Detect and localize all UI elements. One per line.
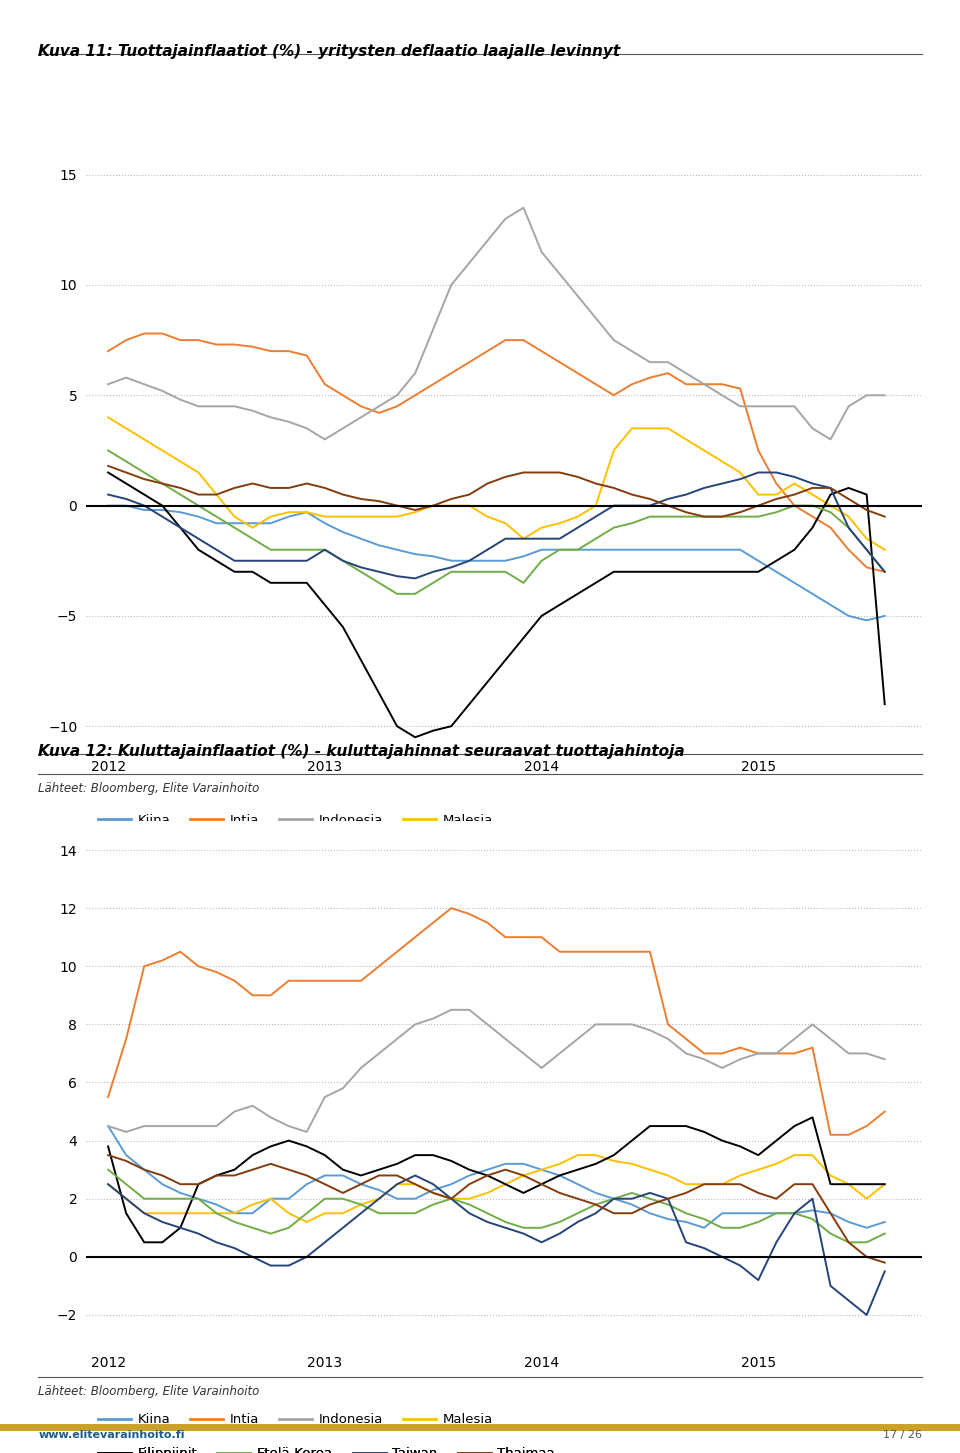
- Text: Kuva 12: Kuluttajainflaatiot (%) - kuluttajahinnat seuraavat tuottajahintoja: Kuva 12: Kuluttajainflaatiot (%) - kulut…: [38, 744, 685, 758]
- Text: Kuva 11: Tuottajainflaatiot (%) - yritysten deflaatio laajalle levinnyt: Kuva 11: Tuottajainflaatiot (%) - yritys…: [38, 44, 620, 58]
- Text: www.elitevarainhoito.fi: www.elitevarainhoito.fi: [38, 1430, 185, 1440]
- Legend: Filippiinit, Etelä-Korea, Taiwan, Thaimaa: Filippiinit, Etelä-Korea, Taiwan, Thaima…: [93, 841, 560, 865]
- Legend: Filippiinit, Etelä-Korea, Taiwan, Thaimaa: Filippiinit, Etelä-Korea, Taiwan, Thaima…: [93, 1443, 560, 1453]
- Text: Lähteet: Bloomberg, Elite Varainhoito: Lähteet: Bloomberg, Elite Varainhoito: [38, 1385, 260, 1398]
- Text: Lähteet: Bloomberg, Elite Varainhoito: Lähteet: Bloomberg, Elite Varainhoito: [38, 782, 260, 795]
- Text: 17 / 26: 17 / 26: [882, 1430, 922, 1440]
